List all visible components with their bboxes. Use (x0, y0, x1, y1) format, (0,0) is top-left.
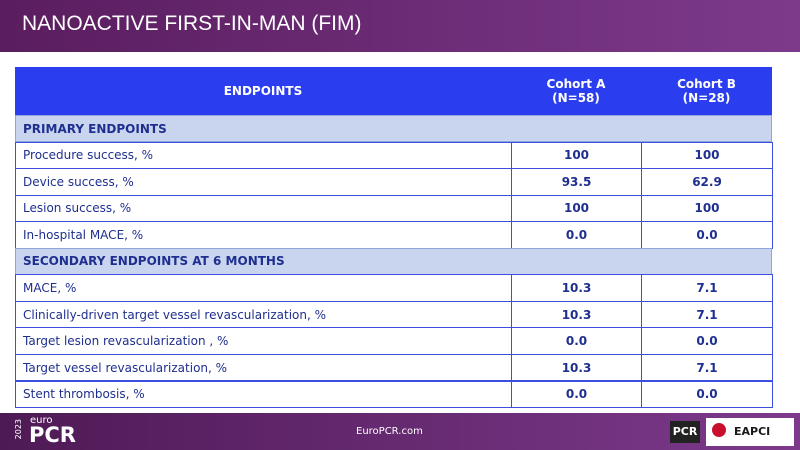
value-cell: 0.0 (641, 221, 773, 249)
row-label: MACE, % (15, 274, 512, 302)
value-cell: 10.3 (511, 353, 642, 382)
value-cell: 100 (511, 194, 642, 223)
column-n: (N=58) (552, 91, 600, 105)
logo-big: PCR (29, 423, 76, 447)
value-cell: 0.0 (511, 221, 642, 249)
footer-url: EuroPCR.com (356, 426, 423, 437)
column-name: Cohort A (546, 77, 606, 91)
value-cell: 100 (511, 141, 642, 170)
value-cell: 100 (641, 141, 773, 170)
column-header: ENDPOINTS (15, 67, 511, 115)
value-cell: 93.5 (511, 168, 642, 196)
eapci-icon (712, 423, 726, 437)
slide-title: NANOACTIVE FIRST-IN-MAN (FIM) (22, 12, 362, 35)
column-name: Cohort B (677, 77, 736, 91)
section-header: SECONDARY ENDPOINTS AT 6 MONTHS (15, 247, 772, 275)
logo-year: 2023 (14, 419, 23, 440)
pcr-logo: PCR (670, 421, 700, 443)
row-label: Procedure success, % (15, 141, 512, 170)
row-label: Stent thrombosis, % (15, 380, 512, 409)
row-label: In-hospital MACE, % (15, 221, 512, 249)
column-header: Cohort A (N=58) (511, 67, 641, 115)
value-cell: 7.1 (641, 300, 773, 329)
row-label: Clinically-driven target vessel revascul… (15, 300, 512, 329)
value-cell: 0.0 (511, 327, 642, 355)
value-cell: 0.0 (511, 380, 642, 409)
row-label: Lesion success, % (15, 194, 512, 223)
footer: 2023 euro PCR EuroPCR.com PCR EAPCI (0, 413, 800, 450)
logo-small: euro (30, 415, 53, 426)
column-n: (N=28) (682, 91, 731, 105)
row-label: Device success, % (15, 168, 512, 196)
table: ENDPOINTS Cohort A (N=58) Cohort B (N=28) PRI… (15, 67, 773, 409)
value-cell: 0.0 (641, 327, 773, 355)
value-cell: 10.3 (511, 300, 642, 329)
value-cell: 100 (641, 194, 773, 223)
column-header: Cohort B (N=28) (641, 67, 772, 115)
section-header: PRIMARY ENDPOINTS (15, 115, 772, 143)
value-cell: 7.1 (641, 274, 773, 302)
value-cell: 0.0 (641, 380, 773, 409)
value-cell: 7.1 (641, 353, 773, 382)
title-bar: NANOACTIVE FIRST-IN-MAN (FIM) (0, 0, 800, 52)
value-cell: 62.9 (641, 168, 773, 196)
row-label: Target lesion revascularization , % (15, 327, 512, 355)
column-name: ENDPOINTS (223, 84, 303, 98)
value-cell: 10.3 (511, 274, 642, 302)
row-label: Target vessel revascularization, % (15, 353, 512, 382)
